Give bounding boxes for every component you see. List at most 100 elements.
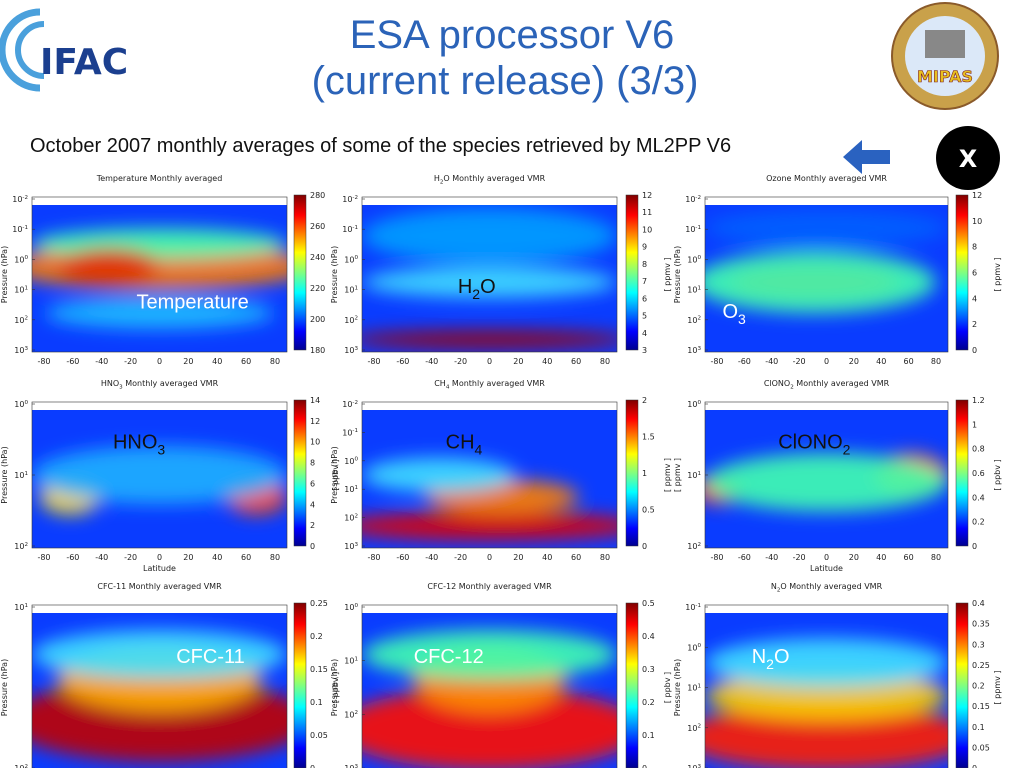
panel-title: HNO3​ Monthly averaged VMR [101, 379, 219, 390]
y-axis-label: Pressure (hPa) [330, 246, 339, 303]
heatmap [32, 197, 287, 352]
x-tick-label: -40 [95, 553, 108, 562]
plot-top [362, 605, 617, 613]
text-part: 10 [12, 195, 22, 204]
panel: HNO3​ Monthly averaged VMR HNO3​ Pressure … [0, 379, 340, 573]
close-label[interactable]: X [959, 145, 978, 173]
species-label: CFC-12 [414, 646, 484, 668]
panel: N2​O Monthly averaged VMR N2​O Pressure (h… [673, 582, 1002, 768]
text-part: 10 [344, 603, 354, 612]
x-tick-label: 60 [904, 553, 914, 562]
colorbar-tick-label: 0.15 [972, 702, 990, 711]
panels: Temperature Monthly averaged Temperature P… [0, 174, 1002, 768]
x-tick-label: 80 [270, 553, 280, 562]
plot-top [32, 197, 287, 205]
panel: CFC-12 Monthly averaged VMR CFC-12 Pressur… [330, 582, 672, 768]
heatmap [362, 402, 617, 548]
superscript: 1 [354, 285, 358, 291]
colorbar-unit: [ ppmv ] [993, 670, 1002, 704]
superscript: 2 [24, 542, 28, 548]
colorbar-tick-label: 0.5 [642, 599, 655, 608]
species-label: HNO3​ [113, 432, 165, 458]
field-blob [705, 209, 948, 247]
y-axis-label: Pressure (hPa) [0, 246, 9, 303]
superscript: 2 [354, 513, 358, 519]
x-tick-label: 60 [571, 357, 581, 366]
subscript: 2 [766, 656, 774, 672]
colorbar-tick-label: 2 [310, 521, 315, 530]
subscript: 2 [790, 384, 794, 390]
field-blob [44, 297, 275, 329]
colorbar-tick-label: 7 [642, 277, 647, 286]
text-part: 10 [344, 710, 354, 719]
superscript: 1 [354, 485, 358, 491]
superscript: -1 [695, 225, 701, 231]
colorbar-tick-label: 0.4 [972, 493, 985, 502]
subscript: 4 [475, 442, 483, 458]
y-tick-label: 100​ [14, 255, 28, 264]
x-tick-label: 0 [157, 357, 162, 366]
panel-title: H2​O Monthly averaged VMR [434, 174, 546, 185]
text-part: HNO [101, 379, 119, 388]
y-tick-label: 101​ [14, 285, 28, 294]
superscript: 0 [354, 255, 358, 261]
colorbar-tick-label: 6 [642, 294, 647, 303]
x-tick-label: -20 [124, 357, 137, 366]
heatmap [362, 197, 617, 352]
text-part: ClONO [764, 379, 790, 388]
colorbar-tick-label: 0.2 [972, 682, 985, 691]
text-part: 10 [685, 603, 695, 612]
subscript: 2 [440, 179, 444, 185]
plot-frame [361, 604, 618, 768]
mipas-text: MIPAS [917, 67, 973, 86]
text-part: 10 [344, 346, 354, 355]
heatmap-field [705, 453, 948, 512]
text-part: CH [446, 432, 475, 454]
x-tick-label: 20 [849, 553, 859, 562]
y-tick-label: 10-2​ [12, 195, 28, 204]
x-tick-label: -20 [793, 553, 806, 562]
colorbar-tick-label: 0 [972, 542, 977, 551]
panel-title: ClONO2​ Monthly averaged VMR [764, 379, 890, 390]
colorbar-unit: [ ppmv ] [663, 257, 672, 291]
y-tick-label: 103​ [344, 542, 358, 551]
heatmap-field [705, 209, 948, 314]
text-part: 10 [12, 225, 22, 234]
text-part: N [752, 646, 766, 668]
close-button[interactable]: X [936, 126, 1000, 190]
x-tick-label: -60 [66, 553, 79, 562]
y-tick-label: 100​ [14, 400, 28, 409]
superscript: 2 [697, 542, 701, 548]
y-tick-label: 103​ [687, 764, 701, 768]
text-part: 10 [14, 542, 24, 551]
colorbar-tick-label: 0 [642, 764, 647, 768]
x-tick-label: -60 [738, 553, 751, 562]
colorbar [293, 194, 307, 351]
colorbar-tick-label: 1 [972, 420, 977, 429]
colorbar-tick-label: 0 [310, 542, 315, 551]
text-part: 10 [344, 286, 354, 295]
y-axis-label: Pressure (hPa) [330, 659, 339, 716]
colorbar [293, 399, 307, 547]
superscript: 2 [24, 316, 28, 322]
y-tick-label: 102​ [14, 764, 28, 768]
x-axis-label: Latitude [143, 564, 176, 573]
x-tick-label: 40 [212, 357, 222, 366]
colorbar-tick-label: 0 [310, 764, 315, 768]
heatmap [705, 402, 948, 548]
y-tick-label: 100​ [344, 603, 358, 612]
superscript: 3 [354, 346, 358, 352]
x-tick-label: 0 [824, 357, 829, 366]
plot-top [32, 605, 287, 613]
superscript: 1 [24, 471, 28, 477]
superscript: 3 [697, 764, 701, 768]
field-blob [362, 687, 617, 768]
colorbar [625, 194, 639, 351]
panel: CFC-11 Monthly averaged VMR CFC-11 Pressur… [0, 582, 340, 768]
colorbar [293, 602, 307, 768]
panel-title: CFC-12 Monthly averaged VMR [427, 582, 552, 591]
y-tick-label: 101​ [687, 471, 701, 480]
colorbar-tick-label: 8 [310, 459, 315, 468]
y-tick-label: 102​ [687, 724, 701, 733]
